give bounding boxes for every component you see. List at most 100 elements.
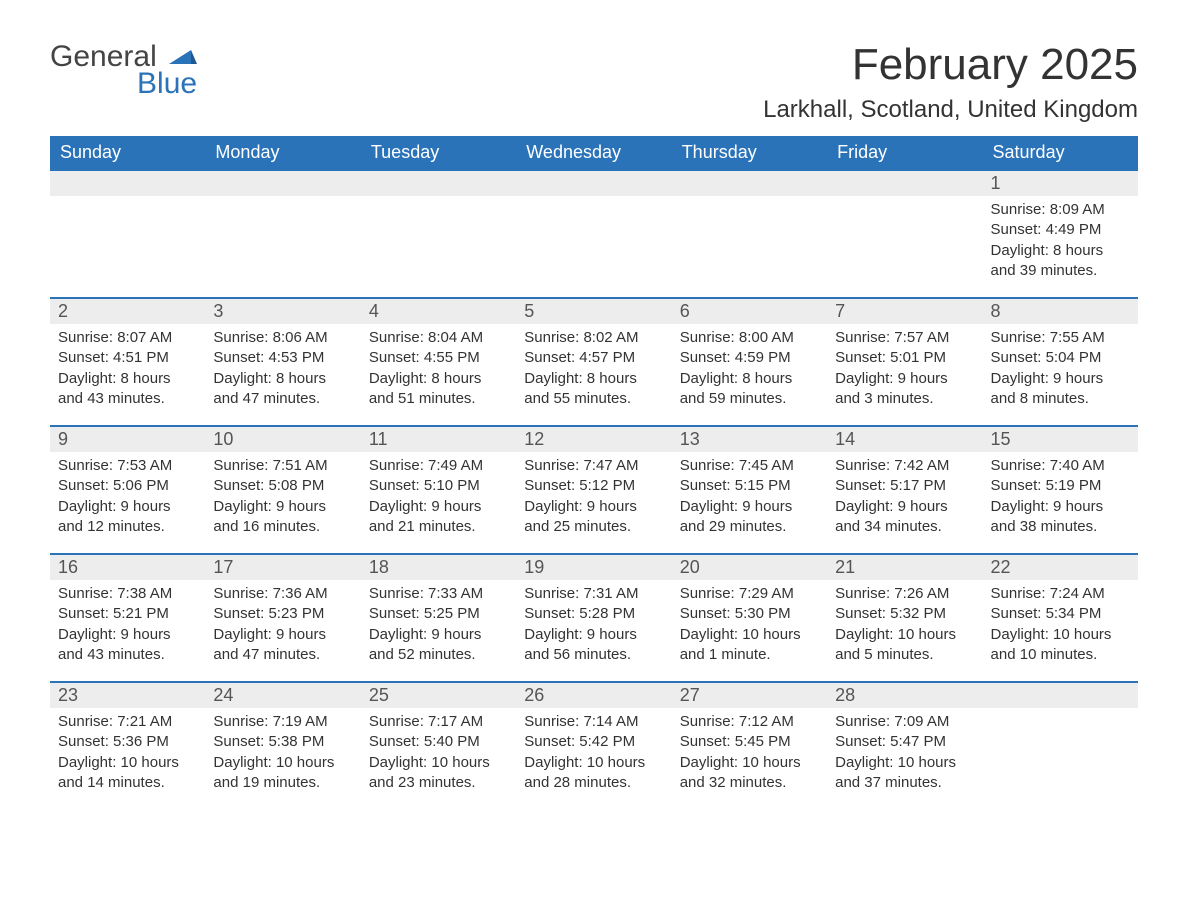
calendar-day-cell: 13Sunrise: 7:45 AMSunset: 5:15 PMDayligh… [672, 425, 827, 553]
sunset-line: Sunset: 4:51 PM [58, 348, 197, 368]
daylight-line-2: and 43 minutes. [58, 645, 197, 665]
day-details: Sunrise: 8:02 AMSunset: 4:57 PMDaylight:… [516, 324, 671, 417]
sunset-line: Sunset: 5:21 PM [58, 604, 197, 624]
calendar-day-cell: 22Sunrise: 7:24 AMSunset: 5:34 PMDayligh… [983, 553, 1138, 681]
day-details: Sunrise: 7:17 AMSunset: 5:40 PMDaylight:… [361, 708, 516, 801]
weekday-header: Wednesday [516, 136, 671, 169]
title-block: February 2025 Larkhall, Scotland, United… [763, 40, 1138, 124]
day-details: Sunrise: 7:45 AMSunset: 5:15 PMDaylight:… [672, 452, 827, 545]
calendar-day-cell: 25Sunrise: 7:17 AMSunset: 5:40 PMDayligh… [361, 681, 516, 809]
calendar-week-row: 2Sunrise: 8:07 AMSunset: 4:51 PMDaylight… [50, 297, 1138, 425]
sunset-line: Sunset: 5:47 PM [835, 732, 974, 752]
daylight-line-1: Daylight: 10 hours [991, 625, 1130, 645]
weekday-header: Sunday [50, 136, 205, 169]
calendar-day-cell: 28Sunrise: 7:09 AMSunset: 5:47 PMDayligh… [827, 681, 982, 809]
daylight-line-2: and 14 minutes. [58, 773, 197, 793]
daylight-line-2: and 23 minutes. [369, 773, 508, 793]
day-number [983, 681, 1138, 708]
daylight-line-2: and 47 minutes. [213, 389, 352, 409]
sunset-line: Sunset: 5:12 PM [524, 476, 663, 496]
sunset-line: Sunset: 4:55 PM [369, 348, 508, 368]
sunset-line: Sunset: 5:34 PM [991, 604, 1130, 624]
calendar-week-row: 1Sunrise: 8:09 AMSunset: 4:49 PMDaylight… [50, 169, 1138, 297]
month-title: February 2025 [763, 40, 1138, 90]
logo: General Blue [50, 40, 197, 100]
sunset-line: Sunset: 5:30 PM [680, 604, 819, 624]
daylight-line-2: and 55 minutes. [524, 389, 663, 409]
sunset-line: Sunset: 5:40 PM [369, 732, 508, 752]
sunset-line: Sunset: 5:36 PM [58, 732, 197, 752]
daylight-line-1: Daylight: 9 hours [524, 497, 663, 517]
day-number: 21 [827, 553, 982, 580]
day-number: 22 [983, 553, 1138, 580]
calendar-week-row: 23Sunrise: 7:21 AMSunset: 5:36 PMDayligh… [50, 681, 1138, 809]
day-number: 6 [672, 297, 827, 324]
daylight-line-2: and 16 minutes. [213, 517, 352, 537]
day-number: 19 [516, 553, 671, 580]
day-number: 15 [983, 425, 1138, 452]
day-details: Sunrise: 7:33 AMSunset: 5:25 PMDaylight:… [361, 580, 516, 673]
daylight-line-1: Daylight: 10 hours [680, 625, 819, 645]
day-details: Sunrise: 8:07 AMSunset: 4:51 PMDaylight:… [50, 324, 205, 417]
daylight-line-1: Daylight: 9 hours [524, 625, 663, 645]
daylight-line-1: Daylight: 10 hours [213, 753, 352, 773]
daylight-line-1: Daylight: 9 hours [213, 625, 352, 645]
day-details: Sunrise: 8:06 AMSunset: 4:53 PMDaylight:… [205, 324, 360, 417]
day-number: 11 [361, 425, 516, 452]
daylight-line-2: and 8 minutes. [991, 389, 1130, 409]
day-number: 5 [516, 297, 671, 324]
sunset-line: Sunset: 5:06 PM [58, 476, 197, 496]
calendar-week-row: 16Sunrise: 7:38 AMSunset: 5:21 PMDayligh… [50, 553, 1138, 681]
calendar-day-cell: 26Sunrise: 7:14 AMSunset: 5:42 PMDayligh… [516, 681, 671, 809]
day-details: Sunrise: 7:09 AMSunset: 5:47 PMDaylight:… [827, 708, 982, 801]
sunset-line: Sunset: 5:19 PM [991, 476, 1130, 496]
calendar-day-cell: 6Sunrise: 8:00 AMSunset: 4:59 PMDaylight… [672, 297, 827, 425]
daylight-line-2: and 51 minutes. [369, 389, 508, 409]
calendar-day-cell: 5Sunrise: 8:02 AMSunset: 4:57 PMDaylight… [516, 297, 671, 425]
day-number: 26 [516, 681, 671, 708]
daylight-line-1: Daylight: 9 hours [58, 497, 197, 517]
sunrise-line: Sunrise: 8:06 AM [213, 328, 352, 348]
calendar-day-cell: 2Sunrise: 8:07 AMSunset: 4:51 PMDaylight… [50, 297, 205, 425]
day-number: 9 [50, 425, 205, 452]
day-number: 8 [983, 297, 1138, 324]
daylight-line-2: and 43 minutes. [58, 389, 197, 409]
sunrise-line: Sunrise: 7:12 AM [680, 712, 819, 732]
calendar-day-cell: 23Sunrise: 7:21 AMSunset: 5:36 PMDayligh… [50, 681, 205, 809]
day-number: 20 [672, 553, 827, 580]
calendar-body: 1Sunrise: 8:09 AMSunset: 4:49 PMDaylight… [50, 169, 1138, 809]
sunset-line: Sunset: 5:01 PM [835, 348, 974, 368]
daylight-line-2: and 52 minutes. [369, 645, 508, 665]
calendar-day-cell: 21Sunrise: 7:26 AMSunset: 5:32 PMDayligh… [827, 553, 982, 681]
calendar-day-cell: 11Sunrise: 7:49 AMSunset: 5:10 PMDayligh… [361, 425, 516, 553]
daylight-line-1: Daylight: 9 hours [991, 369, 1130, 389]
sunset-line: Sunset: 5:42 PM [524, 732, 663, 752]
sunset-line: Sunset: 5:45 PM [680, 732, 819, 752]
daylight-line-1: Daylight: 8 hours [369, 369, 508, 389]
calendar-day-cell: 18Sunrise: 7:33 AMSunset: 5:25 PMDayligh… [361, 553, 516, 681]
sunset-line: Sunset: 4:53 PM [213, 348, 352, 368]
day-details: Sunrise: 7:53 AMSunset: 5:06 PMDaylight:… [50, 452, 205, 545]
daylight-line-2: and 39 minutes. [991, 261, 1130, 281]
daylight-line-1: Daylight: 8 hours [524, 369, 663, 389]
sunrise-line: Sunrise: 7:33 AM [369, 584, 508, 604]
day-number: 13 [672, 425, 827, 452]
day-number: 27 [672, 681, 827, 708]
day-number: 7 [827, 297, 982, 324]
calendar-day-cell: 17Sunrise: 7:36 AMSunset: 5:23 PMDayligh… [205, 553, 360, 681]
daylight-line-1: Daylight: 10 hours [835, 753, 974, 773]
sunrise-line: Sunrise: 7:45 AM [680, 456, 819, 476]
day-details: Sunrise: 7:42 AMSunset: 5:17 PMDaylight:… [827, 452, 982, 545]
day-number: 17 [205, 553, 360, 580]
day-number: 12 [516, 425, 671, 452]
day-number: 25 [361, 681, 516, 708]
header: General Blue February 2025 Larkhall, Sco… [50, 40, 1138, 124]
calendar-table: SundayMondayTuesdayWednesdayThursdayFrid… [50, 136, 1138, 809]
daylight-line-1: Daylight: 8 hours [680, 369, 819, 389]
sunset-line: Sunset: 4:59 PM [680, 348, 819, 368]
day-details: Sunrise: 7:38 AMSunset: 5:21 PMDaylight:… [50, 580, 205, 673]
sunrise-line: Sunrise: 7:57 AM [835, 328, 974, 348]
day-details: Sunrise: 7:57 AMSunset: 5:01 PMDaylight:… [827, 324, 982, 417]
sunrise-line: Sunrise: 7:17 AM [369, 712, 508, 732]
day-number: 23 [50, 681, 205, 708]
